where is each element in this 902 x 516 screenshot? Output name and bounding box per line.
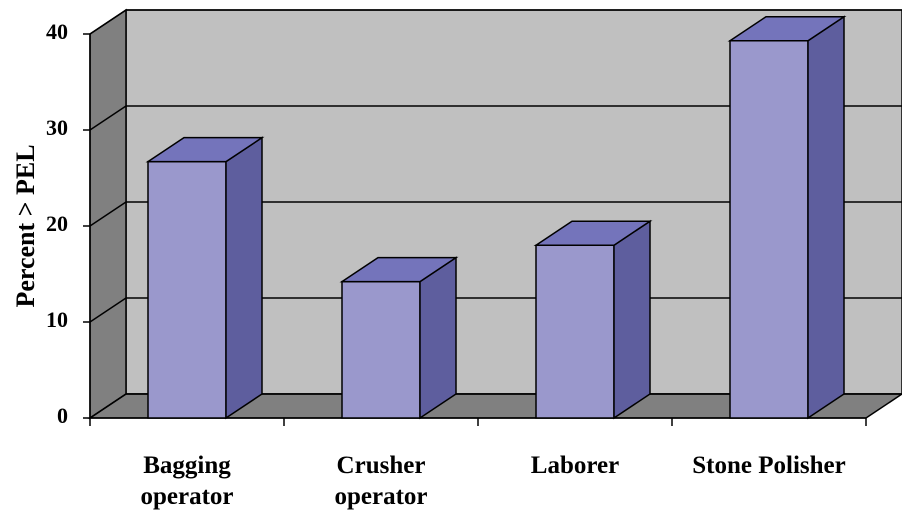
y-tick-label: 40 <box>46 19 68 44</box>
x-tick-label: Stone Polisher <box>692 452 846 479</box>
bar-front <box>147 160 227 419</box>
bar-side <box>419 256 457 420</box>
y-axis-label: Percent > PEL <box>11 144 40 307</box>
bar <box>145 136 265 420</box>
bar-side <box>807 15 845 420</box>
grid-line <box>89 105 127 131</box>
bar-front <box>341 280 421 419</box>
bar-front <box>729 39 809 419</box>
y-tick-label: 10 <box>46 307 68 332</box>
bar <box>339 256 459 420</box>
x-tick-label: Laborer <box>530 452 620 479</box>
bar-top <box>533 220 653 246</box>
bar-top <box>339 256 459 283</box>
bar <box>727 15 847 420</box>
grid-line <box>89 393 127 419</box>
bar-side <box>225 136 263 420</box>
bar-top <box>727 15 847 42</box>
y-tick-label: 20 <box>46 211 68 236</box>
bar <box>533 219 653 420</box>
grid-line <box>89 297 127 323</box>
y-tick-label: 0 <box>57 403 68 428</box>
x-tick-label: Bagging operator <box>140 452 234 510</box>
bar-top <box>145 136 265 163</box>
bar-side <box>613 219 651 420</box>
grid-line <box>89 201 127 227</box>
bar-front <box>535 244 615 419</box>
x-tick-label: Crusher operator <box>334 452 428 510</box>
y-tick-label: 30 <box>46 115 68 140</box>
grid-line <box>89 9 127 35</box>
